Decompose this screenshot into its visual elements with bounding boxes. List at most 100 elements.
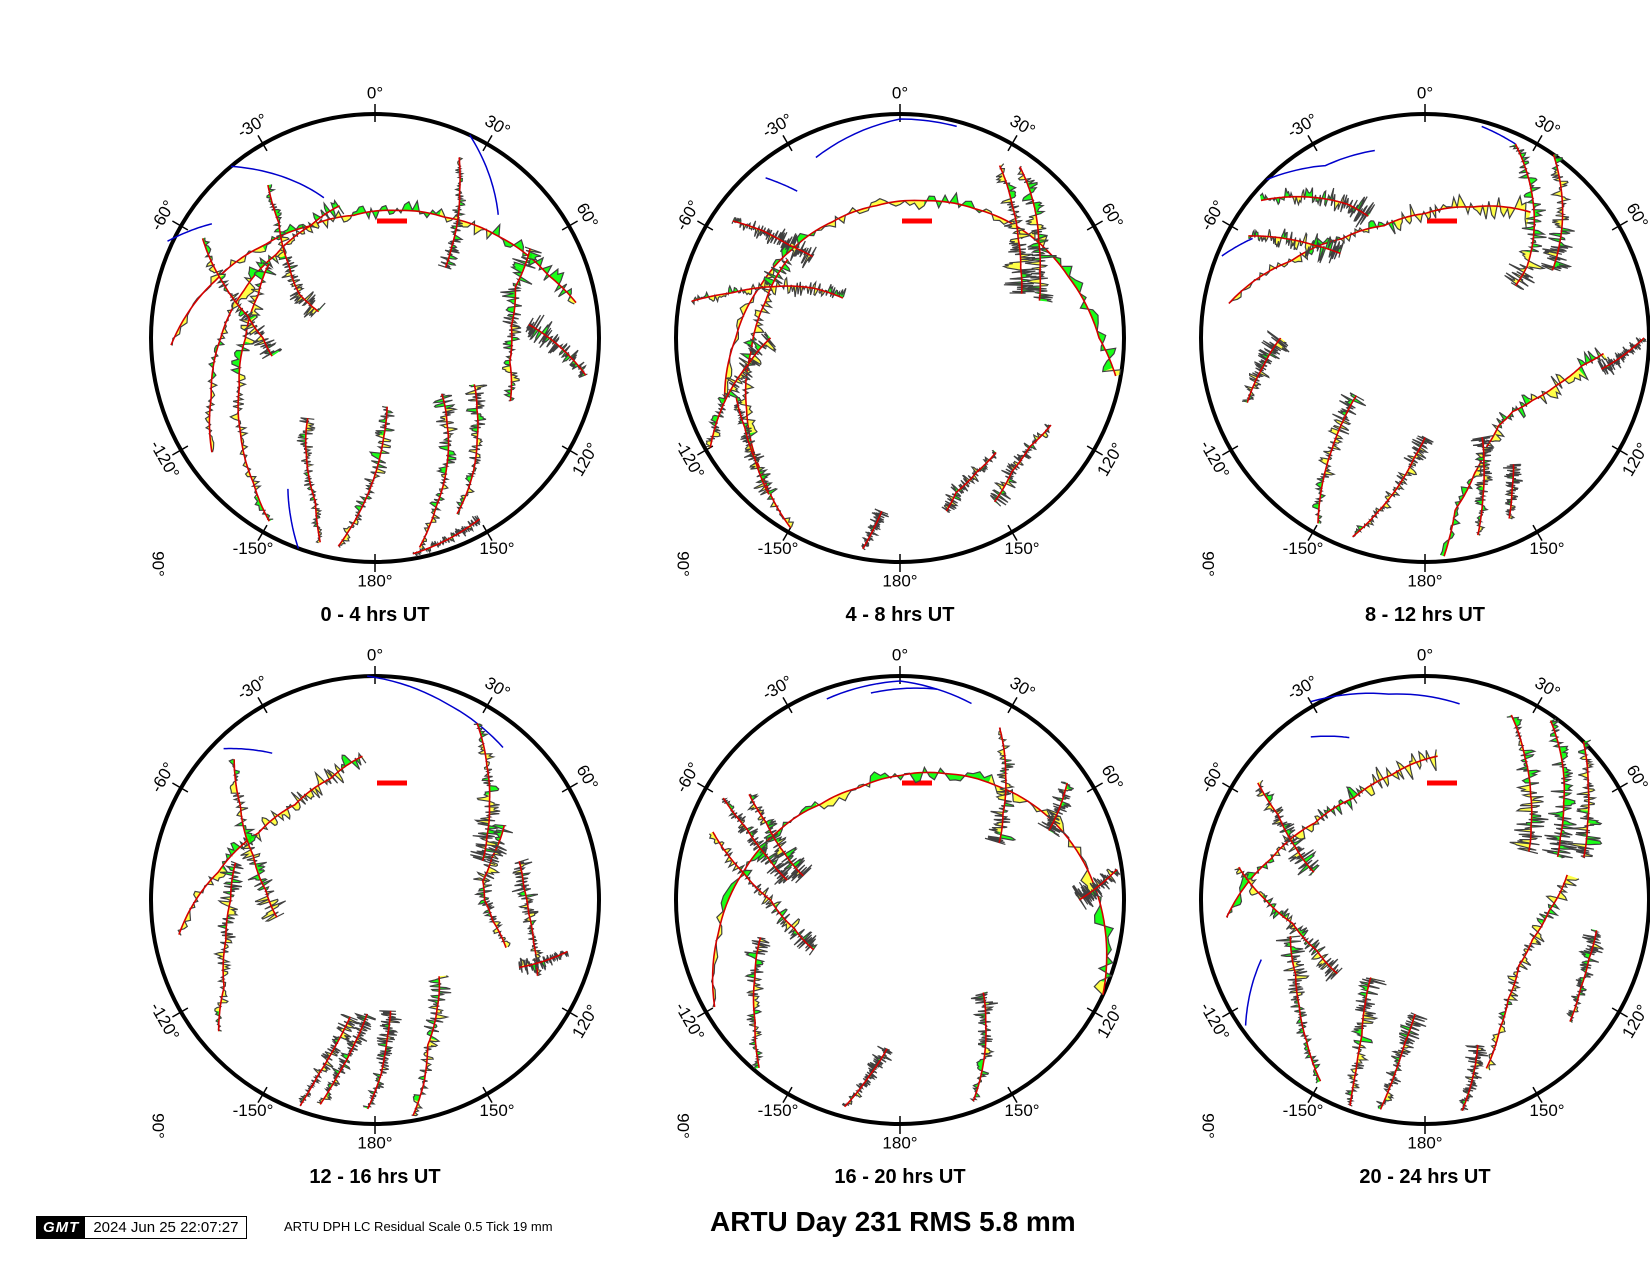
azimuth-tick xyxy=(561,782,578,793)
satellite-track xyxy=(1238,866,1338,975)
residual-fill xyxy=(1594,347,1608,360)
residual-fill xyxy=(1541,258,1571,271)
elevation-label: 90° xyxy=(1199,551,1218,577)
azimuth-tick xyxy=(1086,782,1103,793)
azimuth-tick xyxy=(1222,782,1239,793)
azimuth-tick-label: 0° xyxy=(892,645,908,664)
residual-fill xyxy=(764,830,786,843)
residual-fill xyxy=(377,1039,393,1052)
panel-label: 8 - 12 hrs UT xyxy=(1365,604,1485,626)
residual-trace xyxy=(1259,187,1376,228)
skyplot-panel: 0°30°60°120°150°180°-150°-120°-60°-30°90… xyxy=(146,83,602,626)
residual-fill xyxy=(1258,348,1280,359)
azimuth-tick-label: 0° xyxy=(367,645,383,664)
azimuth-tick-label: 150° xyxy=(1529,1101,1564,1120)
residual-trace xyxy=(1017,165,1057,303)
residual-fill xyxy=(1333,194,1349,213)
residual-fill xyxy=(502,366,520,384)
residual-trace xyxy=(296,417,323,544)
residual-fill xyxy=(816,207,869,231)
residual-trace xyxy=(1506,715,1549,855)
residual-fill xyxy=(1475,447,1494,457)
skyplot-panel: 0°30°60°120°150°180°-150°-120°-60°-30°90… xyxy=(671,645,1127,1188)
residual-trace xyxy=(705,331,777,448)
satellite-track xyxy=(233,759,278,918)
plot-timestamp: 2024 Jun 25 22:07:27 xyxy=(85,1217,247,1238)
azimuth-tick xyxy=(1007,697,1018,714)
panel-label: 0 - 4 hrs UT xyxy=(321,604,430,626)
horizon-circle xyxy=(1199,112,1650,564)
residual-trace xyxy=(1502,463,1523,520)
panel-label: 20 - 24 hrs UT xyxy=(1359,1166,1490,1188)
residual-fill xyxy=(1492,1020,1506,1043)
residual-trace xyxy=(473,824,514,948)
residual-trace xyxy=(969,991,998,1103)
residual-fill xyxy=(1551,756,1573,776)
satellite-track xyxy=(1246,337,1282,403)
residual-trace xyxy=(1241,330,1290,403)
gmt-timestamp-stamp: GMT 2024 Jun 25 22:07:27 xyxy=(36,1216,248,1239)
residual-fill xyxy=(245,467,261,498)
satellite-track xyxy=(412,976,441,1117)
azimuth-tick-label: 60° xyxy=(1623,762,1650,794)
azimuth-tick-label: 60° xyxy=(573,762,602,794)
residual-fill xyxy=(1383,761,1414,787)
residual-fill xyxy=(1329,238,1344,264)
residual-trace xyxy=(841,1045,893,1107)
satellite-track xyxy=(752,937,762,1068)
azimuth-tick-label: 150° xyxy=(1529,539,1564,558)
residual-fill xyxy=(1374,503,1391,515)
azimuth-tick-label: 30° xyxy=(482,111,514,140)
satellite-track xyxy=(319,1013,368,1105)
low-elevation-track xyxy=(1481,125,1516,145)
residual-fill xyxy=(1027,274,1048,287)
residual-fill xyxy=(1575,979,1586,991)
azimuth-tick xyxy=(1222,445,1239,456)
satellite-track xyxy=(1551,154,1564,271)
residual-fill xyxy=(777,847,797,868)
residual-fill xyxy=(193,867,228,898)
azimuth-tick-label: -150° xyxy=(233,539,274,558)
residual-fill xyxy=(1279,338,1286,343)
residual-fill xyxy=(705,431,720,448)
azimuth-tick xyxy=(482,697,493,714)
residual-trace xyxy=(1566,929,1604,1023)
satellite-track xyxy=(1225,755,1438,918)
azimuth-tick xyxy=(1611,445,1628,456)
residual-fill xyxy=(350,205,394,219)
residual-fill xyxy=(868,767,925,787)
residual-fill xyxy=(503,302,522,320)
satellite-track xyxy=(744,258,792,529)
elevation-label: 90° xyxy=(149,1113,168,1139)
azimuth-tick-label: 180° xyxy=(882,571,917,590)
residual-fill xyxy=(303,772,324,801)
panel-label: 12 - 16 hrs UT xyxy=(309,1166,440,1188)
azimuth-tick xyxy=(1222,220,1239,231)
residual-fill xyxy=(1316,473,1332,490)
residual-trace xyxy=(525,314,588,379)
residual-fill xyxy=(465,464,477,482)
satellite-track xyxy=(366,1010,392,1110)
residual-trace xyxy=(1488,878,1580,1071)
residual-fill xyxy=(476,885,492,897)
azimuth-tick xyxy=(172,220,189,231)
residual-fill xyxy=(867,198,925,211)
satellite-track xyxy=(691,285,844,303)
gmt-logo: GMT xyxy=(37,1217,86,1238)
satellite-track xyxy=(709,337,772,448)
residual-fill xyxy=(1243,854,1276,882)
residual-fill xyxy=(746,965,764,980)
azimuth-tick-label: 30° xyxy=(482,673,514,702)
chart-title: ARTU Day 231 RMS 5.8 mm xyxy=(710,1206,1076,1237)
azimuth-tick xyxy=(172,445,189,456)
azimuth-tick xyxy=(1307,1086,1318,1103)
skyplot-panel: 0°30°60°120°150°180°-150°-120°-60°-30°90… xyxy=(146,645,602,1188)
residual-trace xyxy=(228,758,287,922)
satellite-track xyxy=(208,205,340,453)
satellite-track xyxy=(519,950,568,969)
satellite-track xyxy=(862,510,883,550)
elevation-label: 90° xyxy=(1199,1113,1218,1139)
azimuth-tick xyxy=(482,524,493,541)
low-elevation-track xyxy=(469,134,499,215)
low-elevation-track xyxy=(1221,237,1253,257)
